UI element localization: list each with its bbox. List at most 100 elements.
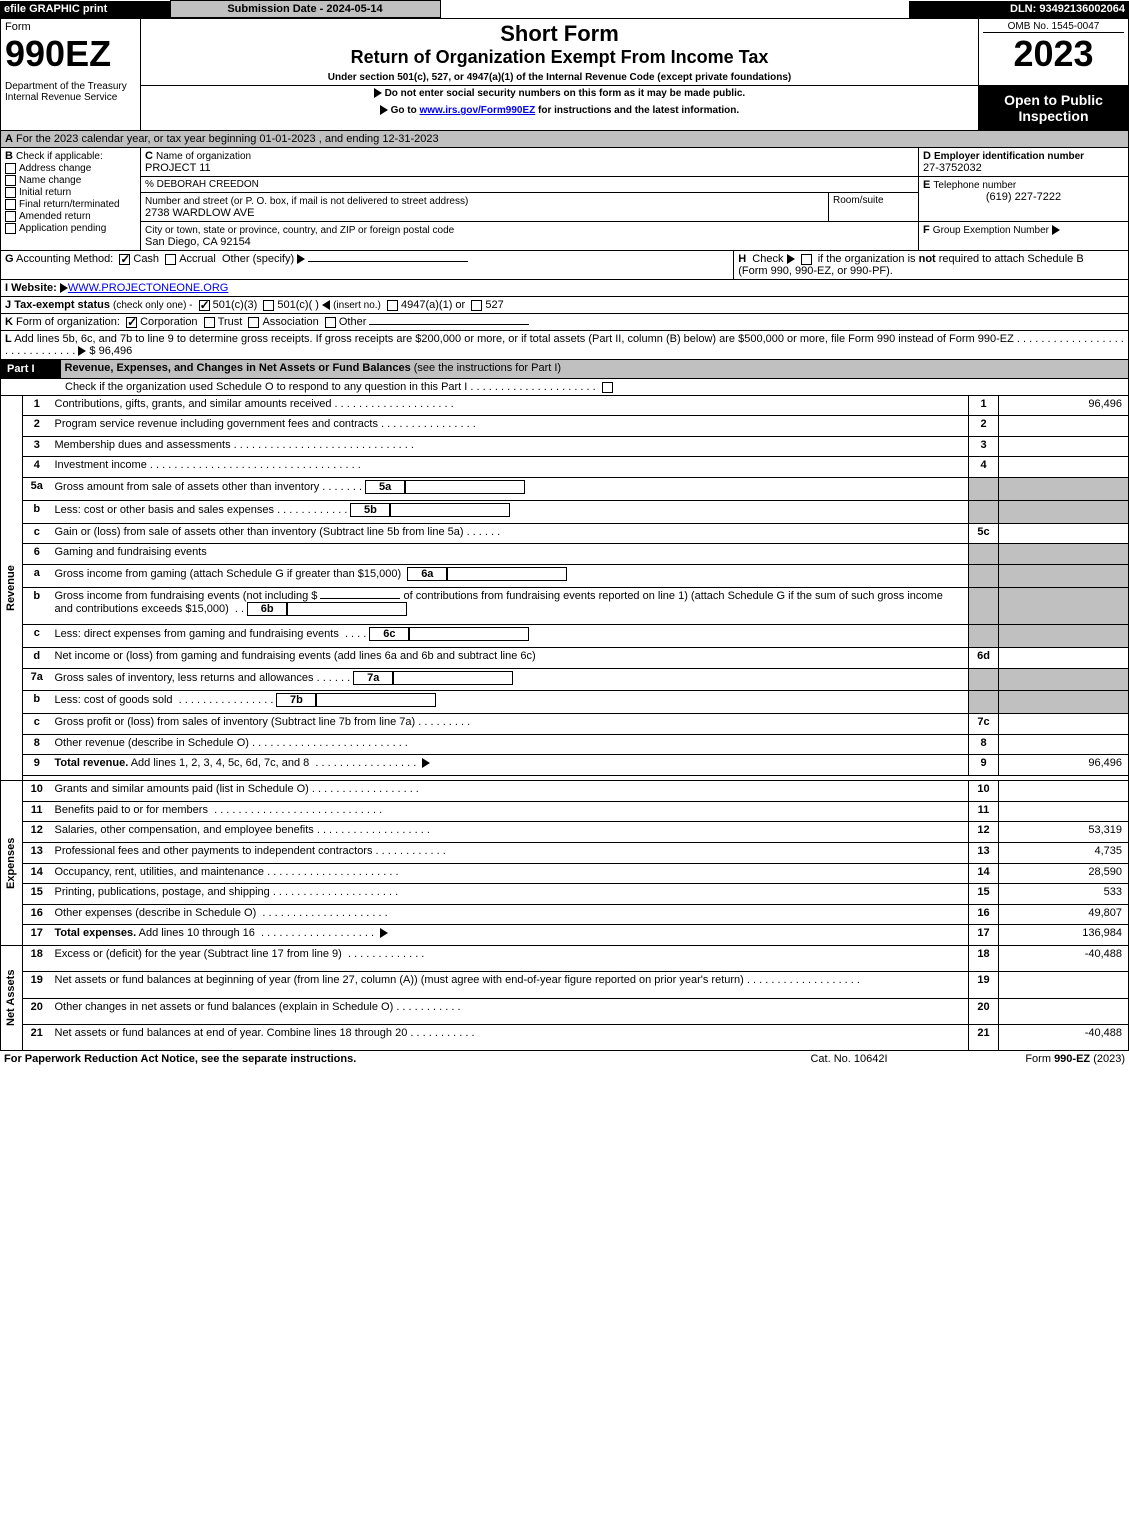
arrow-icon: [60, 283, 68, 293]
short-form: Short Form: [145, 21, 974, 47]
j-opt3: 4947(a)(1) or: [401, 299, 465, 311]
checkbox-501c3[interactable]: [199, 300, 210, 311]
line-5b-text: Less: cost or other basis and sales expe…: [55, 504, 275, 516]
checkbox-h[interactable]: [801, 254, 812, 265]
h-text2: if the organization is: [818, 253, 919, 265]
i-text: Website:: [11, 282, 57, 294]
k-corp: Corporation: [140, 316, 197, 328]
checkbox-corp[interactable]: [126, 317, 137, 328]
other-blank[interactable]: [308, 261, 468, 262]
checkbox-trust[interactable]: [204, 317, 215, 328]
label-e: E: [923, 179, 930, 191]
line-7a-text: Gross sales of inventory, less returns a…: [55, 672, 314, 684]
checkbox-name-change[interactable]: [5, 175, 16, 186]
checkbox-accrual[interactable]: [165, 254, 176, 265]
revenue-side-label: Revenue: [5, 398, 17, 778]
arrow-icon: [78, 346, 86, 356]
checkbox-assoc[interactable]: [248, 317, 259, 328]
cb-label: Amended return: [19, 211, 91, 222]
line-15-text: Printing, publications, postage, and shi…: [51, 884, 969, 905]
form-number: 990EZ: [5, 33, 136, 75]
e-text: Telephone number: [933, 180, 1016, 191]
line-1-val: 96,496: [999, 396, 1129, 416]
line-9-val: 96,496: [999, 755, 1129, 776]
checkbox-cash[interactable]: [119, 254, 130, 265]
checkbox-527[interactable]: [471, 300, 482, 311]
irs-link[interactable]: www.irs.gov/Form990EZ: [419, 105, 535, 116]
line-20-val: [999, 998, 1129, 1024]
goto-pre: Go to: [391, 105, 420, 116]
org-info-block: B Check if applicable: Address change Na…: [0, 148, 1129, 250]
topbar: efile GRAPHIC print Submission Date - 20…: [0, 0, 1129, 18]
line-15-val: 533: [999, 884, 1129, 905]
expenses-side-label: Expenses: [5, 783, 17, 943]
k-other-blank[interactable]: [369, 324, 529, 325]
section-g-h: G Accounting Method: Cash Accrual Other …: [0, 250, 1129, 280]
arrow-icon: [1052, 225, 1060, 235]
label-h: H: [738, 253, 746, 265]
j-opt4: 527: [485, 299, 503, 311]
line-19-text: Net assets or fund balances at beginning…: [51, 972, 969, 998]
label-b: B: [5, 150, 13, 162]
label-g: G: [5, 253, 14, 265]
checkbox-other-org[interactable]: [325, 317, 336, 328]
j-text: Tax-exempt status: [14, 299, 110, 311]
label-l: L: [5, 333, 12, 345]
section-k: K Form of organization: Corporation Trus…: [0, 314, 1129, 331]
checkbox-amended[interactable]: [5, 211, 16, 222]
website-link[interactable]: WWW.PROJECTONEONE.ORG: [68, 282, 229, 294]
line-14-text: Occupancy, rent, utilities, and maintena…: [51, 863, 969, 884]
section-a-text: For the 2023 calendar year, or tax year …: [16, 133, 439, 145]
checkbox-initial-return[interactable]: [5, 187, 16, 198]
checkbox-address-change[interactable]: [5, 163, 16, 174]
open-public: Open to Public Inspection: [979, 86, 1129, 131]
checkbox-final-return[interactable]: [5, 199, 16, 210]
checkbox-4947[interactable]: [387, 300, 398, 311]
label-d: D: [923, 150, 931, 162]
city-value: San Diego, CA 92154: [145, 236, 914, 248]
ein-value: 27-3752032: [923, 162, 1124, 174]
goto-post: for instructions and the latest informat…: [535, 105, 739, 116]
line-4-val: [999, 457, 1129, 478]
arrow-icon: [297, 254, 305, 264]
checkbox-part1[interactable]: [602, 382, 613, 393]
efile-print[interactable]: efile GRAPHIC print: [0, 1, 170, 18]
line-13-text: Professional fees and other payments to …: [51, 842, 969, 863]
footer-left: For Paperwork Reduction Act Notice, see …: [0, 1051, 749, 1067]
under-section: Under section 501(c), 527, or 4947(a)(1)…: [145, 72, 974, 83]
submission-date: Submission Date - 2024-05-14: [170, 1, 440, 18]
line-7b-text: Less: cost of goods sold: [55, 694, 173, 706]
no-ssn-text: Do not enter social security numbers on …: [385, 88, 746, 99]
arrow-icon: [787, 254, 795, 264]
h-text3: required to attach Schedule B: [939, 253, 1084, 265]
line-7c-text: Gross profit or (loss) from sales of inv…: [51, 714, 969, 735]
line-6c-text: Less: direct expenses from gaming and fu…: [55, 628, 339, 640]
line-20-text: Other changes in net assets or fund bala…: [51, 998, 969, 1024]
checkbox-pending[interactable]: [5, 223, 16, 234]
j-insert: (insert no.): [333, 300, 381, 311]
tax-year: 2023: [983, 33, 1124, 75]
j-opt1: 501(c)(3): [213, 299, 258, 311]
l-value: $ 96,496: [89, 345, 132, 357]
accrual-label: Accrual: [179, 253, 216, 265]
line-6d-val: [999, 648, 1129, 669]
line-11-val: [999, 801, 1129, 822]
j-sub: (check only one) -: [113, 300, 192, 311]
line-12-text: Salaries, other compensation, and employ…: [51, 822, 969, 843]
line-6a-text: Gross income from gaming (attach Schedul…: [55, 568, 402, 580]
h-not: not: [919, 253, 936, 265]
street-label: Number and street (or P. O. box, if mail…: [145, 196, 468, 207]
line-17-text: Total expenses. Add lines 10 through 16 …: [51, 925, 969, 946]
line-6b-blank[interactable]: [320, 598, 400, 599]
dept-treasury: Department of the Treasury: [5, 81, 136, 92]
label-j: J: [5, 299, 11, 311]
cb-label: Final return/terminated: [19, 199, 120, 210]
part-1-sub: (see the instructions for Part I): [414, 362, 561, 374]
h-text4: (Form 990, 990-EZ, or 990-PF).: [738, 265, 1124, 277]
line-21-val: -40,488: [999, 1024, 1129, 1050]
line-19-val: [999, 972, 1129, 998]
part-1-title: Revenue, Expenses, and Changes in Net As…: [65, 362, 411, 374]
checkbox-501c[interactable]: [263, 300, 274, 311]
arrow-icon: [374, 88, 382, 98]
k-assoc: Association: [262, 316, 318, 328]
